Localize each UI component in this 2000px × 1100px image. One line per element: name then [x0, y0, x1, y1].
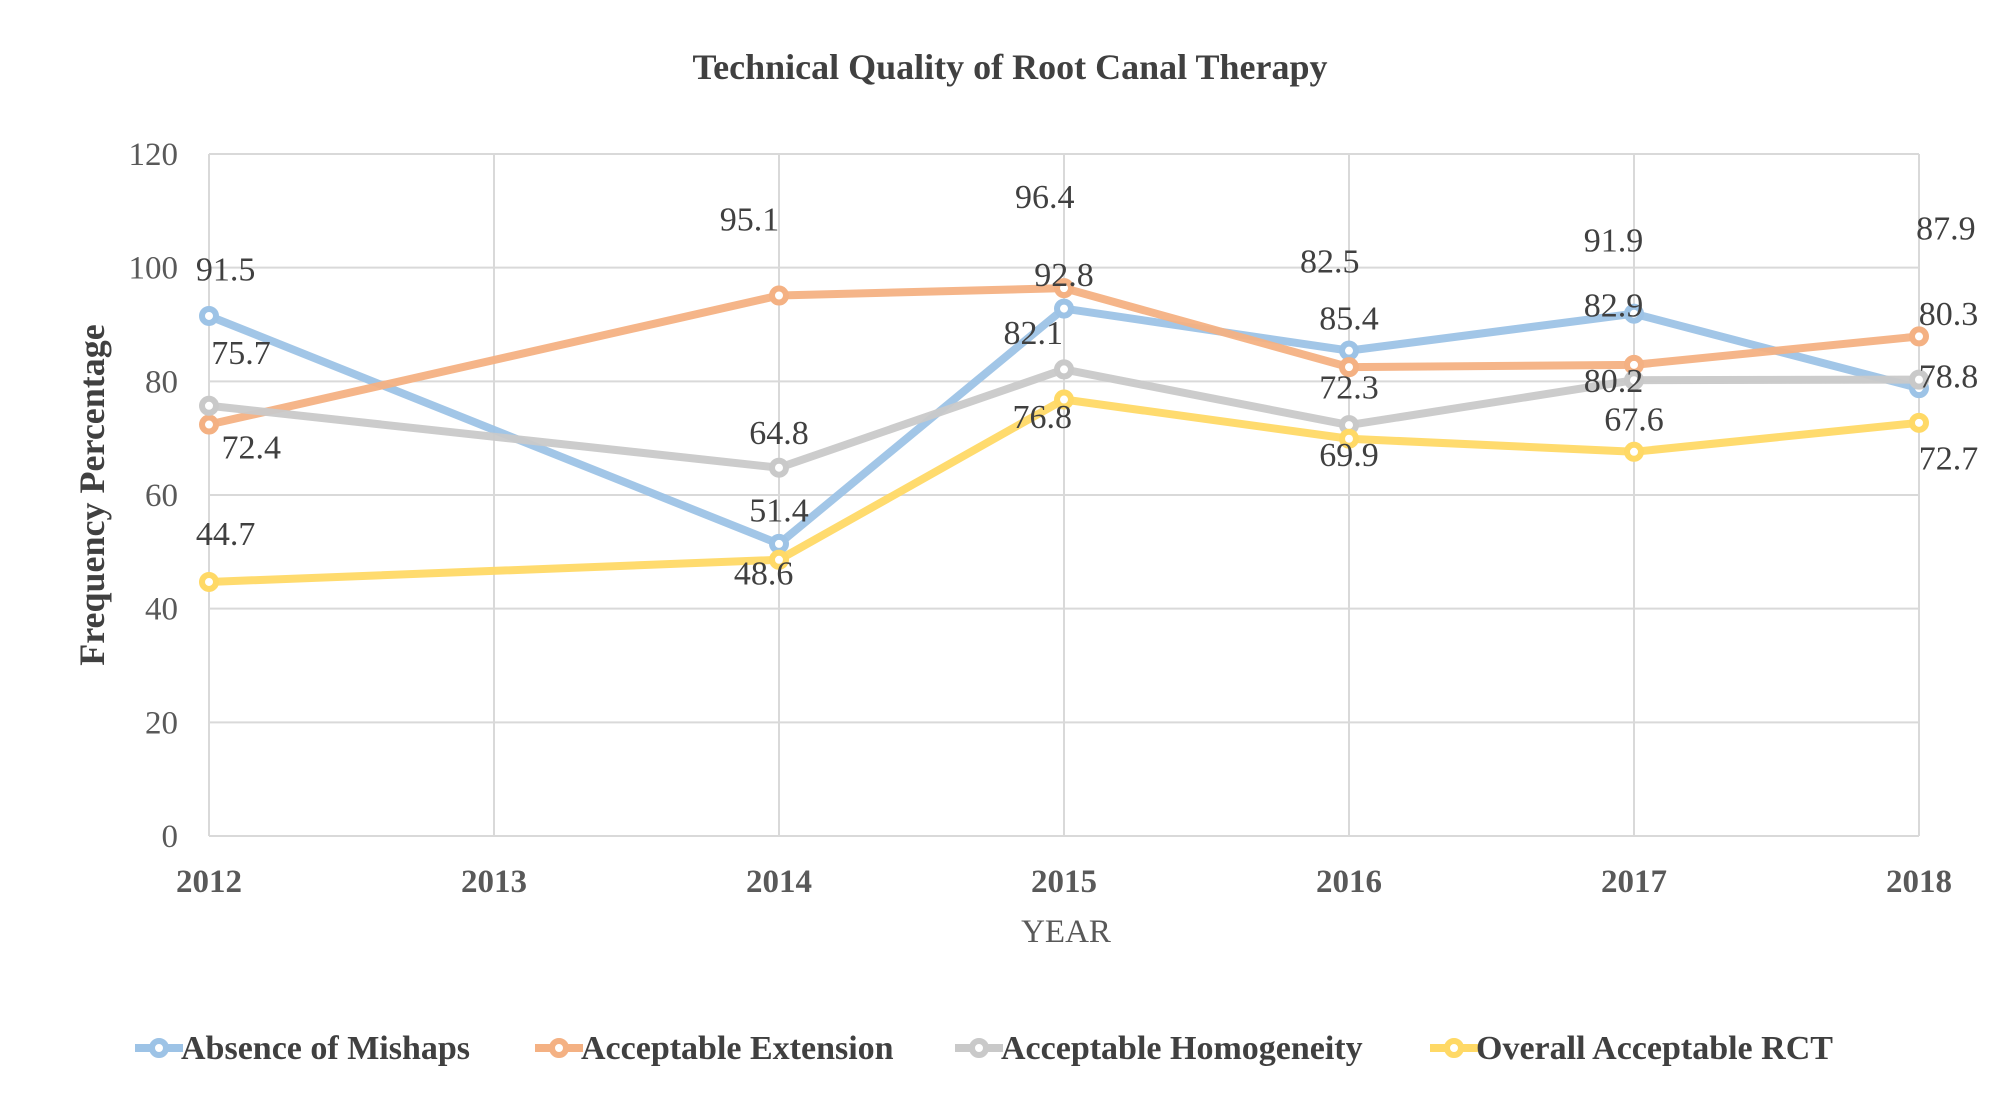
data-label: 72.3 — [1319, 370, 1379, 407]
data-label: 64.8 — [749, 415, 809, 452]
data-point — [1339, 340, 1359, 361]
gridlines — [208, 153, 1920, 837]
data-point — [1624, 370, 1644, 391]
x-tick-label: 2018 — [1886, 864, 1952, 900]
data-label: 78.8 — [1919, 358, 1979, 395]
legend-marker — [149, 1038, 169, 1058]
data-point — [769, 533, 789, 554]
legend-label: Overall Acceptable RCT — [1476, 1030, 1833, 1067]
data-label: 76.8 — [1012, 399, 1072, 436]
data-point — [199, 305, 219, 326]
data-label: 80.2 — [1584, 363, 1644, 400]
data-label: 69.9 — [1319, 437, 1379, 474]
data-point — [199, 395, 219, 416]
data-point — [199, 414, 219, 435]
data-point — [199, 571, 219, 592]
data-label: 51.4 — [749, 492, 809, 529]
x-tick-label: 2016 — [1316, 864, 1382, 900]
data-point — [1909, 369, 1929, 390]
legend-marker — [1444, 1038, 1464, 1058]
x-tick-label: 2013 — [461, 864, 527, 900]
legend-label: Absence of Mishaps — [181, 1030, 470, 1067]
data-point — [1054, 298, 1074, 319]
chart-title: Technical Quality of Root Canal Therapy — [692, 47, 1327, 87]
data-point — [1339, 428, 1359, 449]
data-labels: 91.5 51.4 92.8 85.4 91.9 78.8 72.4 95.1 96.4 82.5… — [196, 179, 1978, 593]
data-label: 91.5 — [196, 252, 256, 289]
y-tick-label: 0 — [162, 819, 179, 855]
data-label: 80.3 — [1919, 296, 1979, 333]
data-label: 72.7 — [1919, 440, 1979, 477]
data-label: 75.7 — [211, 335, 271, 372]
data-label: 67.6 — [1604, 401, 1664, 438]
y-axis-label: Frequency Percentage — [72, 324, 112, 666]
data-point — [1909, 326, 1929, 347]
y-tick-label: 120 — [129, 137, 179, 173]
data-label: 82.5 — [1300, 244, 1360, 281]
data-point — [1054, 389, 1074, 410]
data-label: 48.6 — [734, 556, 794, 593]
data-label: 92.8 — [1034, 257, 1094, 294]
x-tick-label: 2017 — [1601, 864, 1667, 900]
data-point — [1624, 441, 1644, 462]
data-label: 72.4 — [222, 429, 282, 466]
legend-label: Acceptable Homogeneity — [1001, 1030, 1363, 1067]
y-axis-ticks: 0 20 40 60 80 100 120 — [129, 137, 179, 855]
y-tick-label: 60 — [145, 478, 178, 514]
data-label: 95.1 — [720, 202, 780, 239]
series-lines — [199, 278, 1929, 592]
data-point — [769, 549, 789, 570]
series-line-2 — [208, 365, 1920, 472]
legend-label: Acceptable Extension — [581, 1030, 894, 1067]
data-label: 85.4 — [1319, 300, 1379, 337]
series-line-3 — [208, 395, 1920, 586]
y-tick-label: 20 — [145, 705, 178, 741]
data-point — [1624, 303, 1644, 324]
data-point — [1054, 278, 1074, 299]
data-label: 82.9 — [1584, 288, 1644, 325]
series-line-1 — [208, 284, 1920, 429]
x-tick-label: 2012 — [176, 864, 242, 900]
data-label: 91.9 — [1584, 222, 1644, 259]
data-label: 82.1 — [1003, 315, 1063, 352]
y-tick-label: 80 — [145, 364, 178, 400]
legend-marker — [969, 1038, 989, 1058]
data-point — [1339, 357, 1359, 378]
data-point — [769, 285, 789, 306]
y-tick-label: 100 — [129, 251, 179, 287]
data-label: 87.9 — [1916, 210, 1976, 247]
data-point — [769, 457, 789, 478]
x-axis-ticks: 2012 2013 2014 2015 2016 2017 2018 — [176, 864, 1952, 900]
legend-marker — [549, 1038, 569, 1058]
data-point — [1054, 359, 1074, 380]
data-point — [1909, 412, 1929, 433]
x-tick-label: 2014 — [746, 864, 812, 900]
x-axis-label: YEAR — [1021, 914, 1111, 950]
y-tick-label: 40 — [145, 592, 178, 628]
data-label: 96.4 — [1015, 179, 1075, 216]
legend: Absence of Mishaps Acceptable Extension Ac… — [135, 1030, 1833, 1067]
x-tick-label: 2015 — [1031, 864, 1097, 900]
data-label: 44.7 — [196, 516, 256, 553]
